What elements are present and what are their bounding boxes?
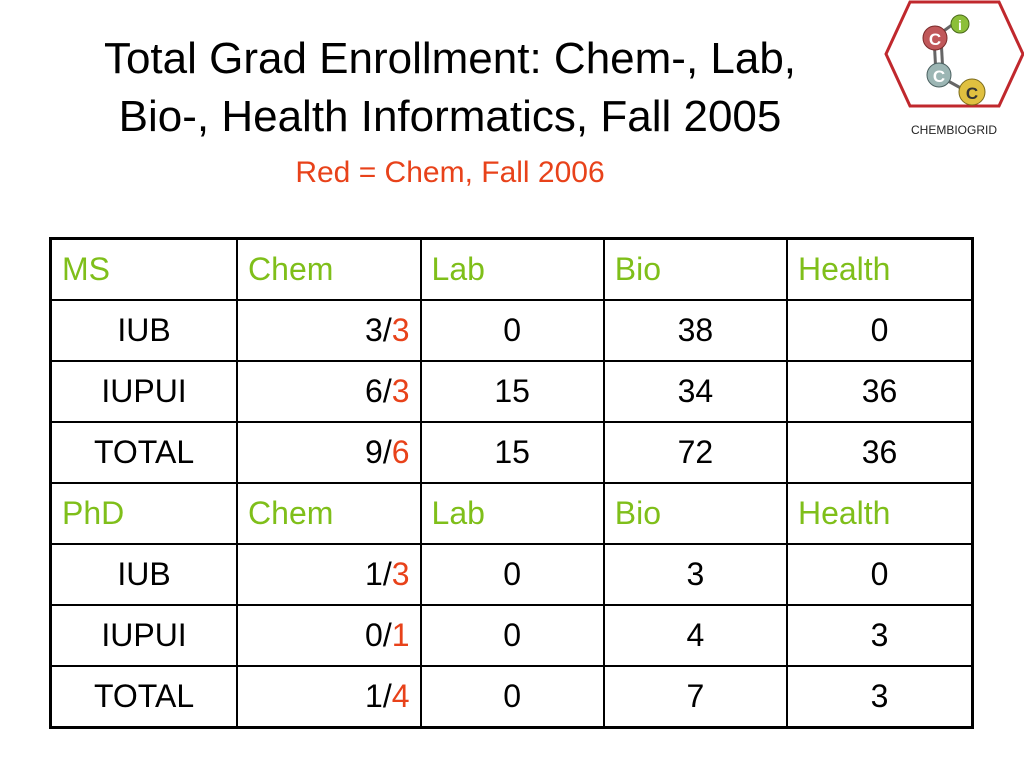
row-label: IUB (49, 543, 239, 606)
chem-cell: 9/6 (236, 421, 422, 484)
title-line-2: Bio-, Health Informatics, Fall 2005 (118, 92, 782, 141)
row-label: IUPUI (49, 604, 239, 667)
health-cell: 3 (785, 665, 974, 729)
table-row: IUPUI 0/1 0 4 3 (49, 604, 974, 667)
header-cell: PhD (49, 482, 239, 545)
logo-letter-i: i (958, 17, 962, 33)
lab-cell: 15 (419, 421, 605, 484)
enrollment-table: MS Chem Lab Bio Health IUB 3/3 0 38 0 IU… (49, 237, 974, 729)
bio-cell: 34 (602, 360, 788, 423)
chem-cell: 0/1 (236, 604, 422, 667)
molecule-logo-icon: C i C C CHEMBIOGRID (884, 0, 1024, 137)
chem-cell: 3/3 (236, 299, 422, 362)
header-cell: Health (785, 237, 974, 301)
table-row: IUB 1/3 0 3 0 (49, 543, 974, 606)
header-cell: MS (49, 237, 239, 301)
row-label: TOTAL (49, 421, 239, 484)
lab-cell: 15 (419, 360, 605, 423)
bio-cell: 38 (602, 299, 788, 362)
health-cell: 3 (785, 604, 974, 667)
bio-cell: 4 (602, 604, 788, 667)
slide-title: Total Grad Enrollment: Chem-, Lab, Bio-,… (40, 30, 860, 146)
logo-letter-c3: C (966, 84, 978, 103)
lab-cell: 0 (419, 665, 605, 729)
table-row: TOTAL 1/4 0 7 3 (49, 665, 974, 729)
ms-header-row: MS Chem Lab Bio Health (49, 237, 974, 301)
header-cell: Chem (236, 482, 422, 545)
header-cell: Lab (419, 482, 605, 545)
health-cell: 0 (785, 543, 974, 606)
chem-cell: 1/3 (236, 543, 422, 606)
logo-letter-c2: C (933, 67, 945, 86)
lab-cell: 0 (419, 604, 605, 667)
title-line-1: Total Grad Enrollment: Chem-, Lab, (103, 34, 797, 83)
slide-subtitle: Red = Chem, Fall 2006 (295, 156, 605, 189)
table-row: IUB 3/3 0 38 0 (49, 299, 974, 362)
health-cell: 0 (785, 299, 974, 362)
health-cell: 36 (785, 360, 974, 423)
logo-text: CHEMBIOGRID (911, 123, 997, 137)
row-label: TOTAL (49, 665, 239, 729)
bio-cell: 72 (602, 421, 788, 484)
row-label: IUB (49, 299, 239, 362)
chem-cell: 6/3 (236, 360, 422, 423)
chembiogrid-logo: C i C C CHEMBIOGRID (884, 0, 1024, 150)
table-row: TOTAL 9/6 15 72 36 (49, 421, 974, 484)
header-cell: Chem (236, 237, 422, 301)
row-label: IUPUI (49, 360, 239, 423)
header-cell: Bio (602, 482, 788, 545)
logo-letter-c1: C (929, 30, 941, 49)
lab-cell: 0 (419, 543, 605, 606)
header-cell: Lab (419, 237, 605, 301)
health-cell: 36 (785, 421, 974, 484)
chem-cell: 1/4 (236, 665, 422, 729)
table-row: IUPUI 6/3 15 34 36 (49, 360, 974, 423)
bio-cell: 3 (602, 543, 788, 606)
bio-cell: 7 (602, 665, 788, 729)
phd-header-row: PhD Chem Lab Bio Health (49, 482, 974, 545)
header-cell: Health (785, 482, 974, 545)
lab-cell: 0 (419, 299, 605, 362)
header-cell: Bio (602, 237, 788, 301)
